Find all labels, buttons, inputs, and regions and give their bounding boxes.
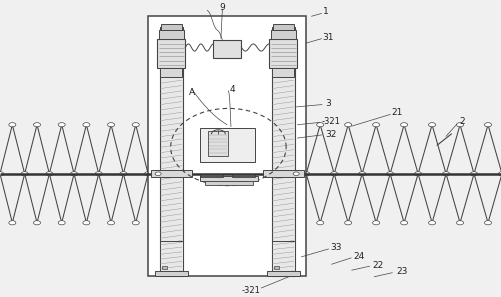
- Bar: [199, 128, 255, 162]
- Text: 31: 31: [322, 33, 333, 42]
- Circle shape: [58, 123, 65, 127]
- Bar: [271, 27, 294, 276]
- Bar: [274, 266, 279, 269]
- Circle shape: [469, 172, 476, 176]
- Circle shape: [107, 123, 114, 127]
- Circle shape: [83, 221, 90, 225]
- Bar: [158, 30, 183, 39]
- Bar: [270, 30, 295, 39]
- Circle shape: [107, 221, 114, 225]
- Circle shape: [9, 221, 16, 225]
- Circle shape: [46, 172, 53, 176]
- Circle shape: [400, 123, 407, 127]
- Text: 4: 4: [228, 85, 234, 94]
- Circle shape: [428, 221, 435, 225]
- Circle shape: [372, 123, 379, 127]
- Bar: [162, 266, 167, 269]
- Bar: [199, 176, 257, 181]
- Text: -321: -321: [241, 286, 260, 295]
- Text: A: A: [188, 88, 194, 97]
- Circle shape: [414, 172, 421, 176]
- Bar: [150, 170, 191, 177]
- Circle shape: [344, 221, 351, 225]
- Text: 9: 9: [219, 3, 225, 12]
- Bar: [160, 24, 181, 30]
- Bar: [272, 68, 294, 77]
- Circle shape: [155, 172, 161, 176]
- Text: 2: 2: [458, 117, 464, 126]
- Bar: [148, 16, 306, 276]
- Circle shape: [70, 172, 77, 176]
- Bar: [269, 39, 297, 68]
- Circle shape: [9, 123, 16, 127]
- Circle shape: [316, 123, 323, 127]
- Circle shape: [132, 123, 139, 127]
- Circle shape: [428, 123, 435, 127]
- Bar: [213, 40, 241, 58]
- Circle shape: [21, 172, 28, 176]
- Circle shape: [316, 221, 323, 225]
- Circle shape: [442, 172, 449, 176]
- Text: 33: 33: [330, 244, 341, 252]
- Bar: [159, 241, 182, 276]
- Circle shape: [132, 221, 139, 225]
- Text: 32: 32: [325, 130, 336, 139]
- Circle shape: [302, 172, 309, 176]
- Circle shape: [34, 123, 41, 127]
- Circle shape: [0, 172, 4, 176]
- Circle shape: [330, 172, 337, 176]
- Text: 21: 21: [390, 108, 401, 117]
- Circle shape: [120, 172, 127, 176]
- Circle shape: [455, 221, 462, 225]
- Bar: [159, 27, 182, 276]
- Circle shape: [483, 123, 490, 127]
- Bar: [160, 68, 182, 77]
- Circle shape: [293, 172, 299, 176]
- Text: -321: -321: [321, 117, 340, 126]
- Bar: [272, 24, 293, 30]
- Bar: [204, 181, 252, 185]
- Text: 23: 23: [395, 267, 406, 276]
- Bar: [266, 271, 299, 276]
- Circle shape: [344, 123, 351, 127]
- Bar: [157, 39, 185, 68]
- Text: 22: 22: [371, 261, 382, 270]
- Circle shape: [497, 172, 501, 176]
- Bar: [262, 170, 303, 177]
- Circle shape: [400, 221, 407, 225]
- Circle shape: [386, 172, 393, 176]
- Circle shape: [95, 172, 102, 176]
- Circle shape: [83, 123, 90, 127]
- Text: 1: 1: [323, 7, 329, 16]
- Bar: [231, 174, 255, 177]
- Circle shape: [58, 221, 65, 225]
- Circle shape: [372, 221, 379, 225]
- Text: 3: 3: [324, 99, 330, 108]
- Bar: [154, 271, 187, 276]
- Circle shape: [455, 123, 462, 127]
- Circle shape: [483, 221, 490, 225]
- Bar: [208, 131, 228, 156]
- Text: 24: 24: [353, 252, 364, 261]
- Bar: [199, 174, 222, 177]
- Bar: [271, 241, 294, 276]
- Circle shape: [34, 221, 41, 225]
- Circle shape: [358, 172, 365, 176]
- Circle shape: [144, 172, 151, 176]
